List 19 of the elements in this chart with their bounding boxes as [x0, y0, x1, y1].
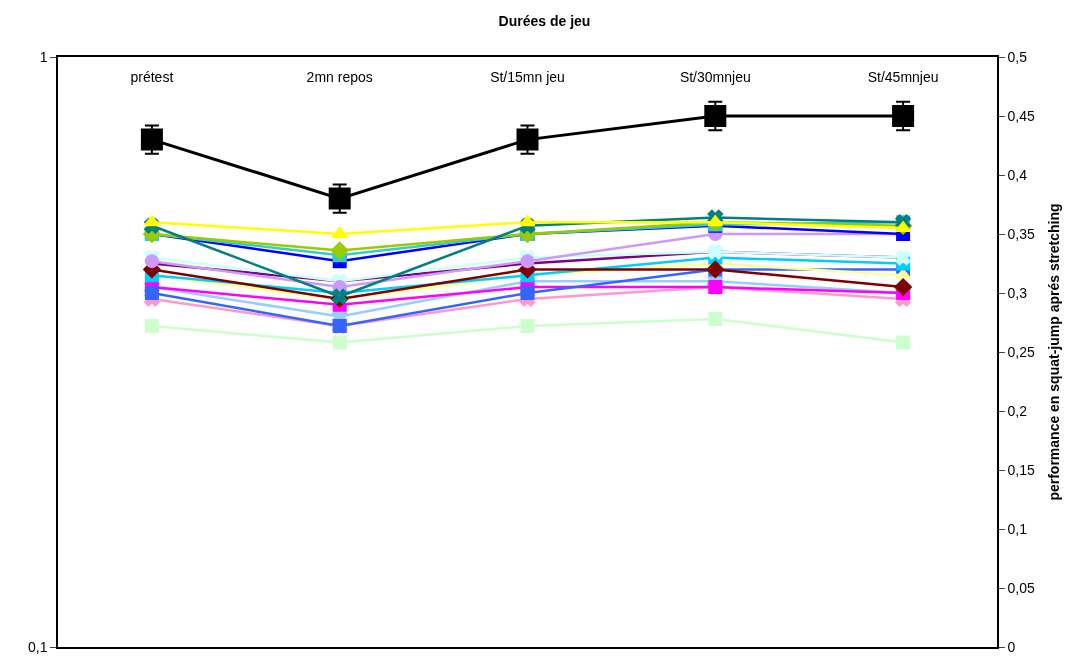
y2-tick-label: 0,25	[1007, 343, 1036, 360]
y-tick-label: 1	[39, 48, 48, 65]
y2-tick-label: 0,15	[1007, 461, 1036, 478]
x-tick-label: St/45mnjeu	[867, 68, 939, 85]
y2-tick-label: 0	[1007, 638, 1016, 655]
y2-tick-label: 0,45	[1007, 107, 1036, 124]
y2-tick-label: 0,2	[1007, 402, 1028, 419]
x-tick-label: 2mn repos	[306, 68, 373, 85]
chart-title: Durées de jeu	[498, 13, 591, 30]
y2-tick-label: 0,35	[1007, 225, 1036, 242]
y2-axis-title: performance en squat-jump aprés stretching	[1045, 203, 1062, 501]
y2-tick-label: 0,3	[1007, 284, 1028, 301]
y2-tick-label: 0,1	[1007, 520, 1028, 537]
y2-tick-label: 0,4	[1007, 166, 1028, 183]
x-tick-label: St/15mn jeu	[490, 68, 565, 85]
x-tick-label: St/30mnjeu	[679, 68, 751, 85]
x-tick-label: prétest	[130, 68, 174, 85]
y2-tick-label: 0,5	[1007, 48, 1028, 65]
y2-tick-label: 0,05	[1007, 579, 1036, 596]
